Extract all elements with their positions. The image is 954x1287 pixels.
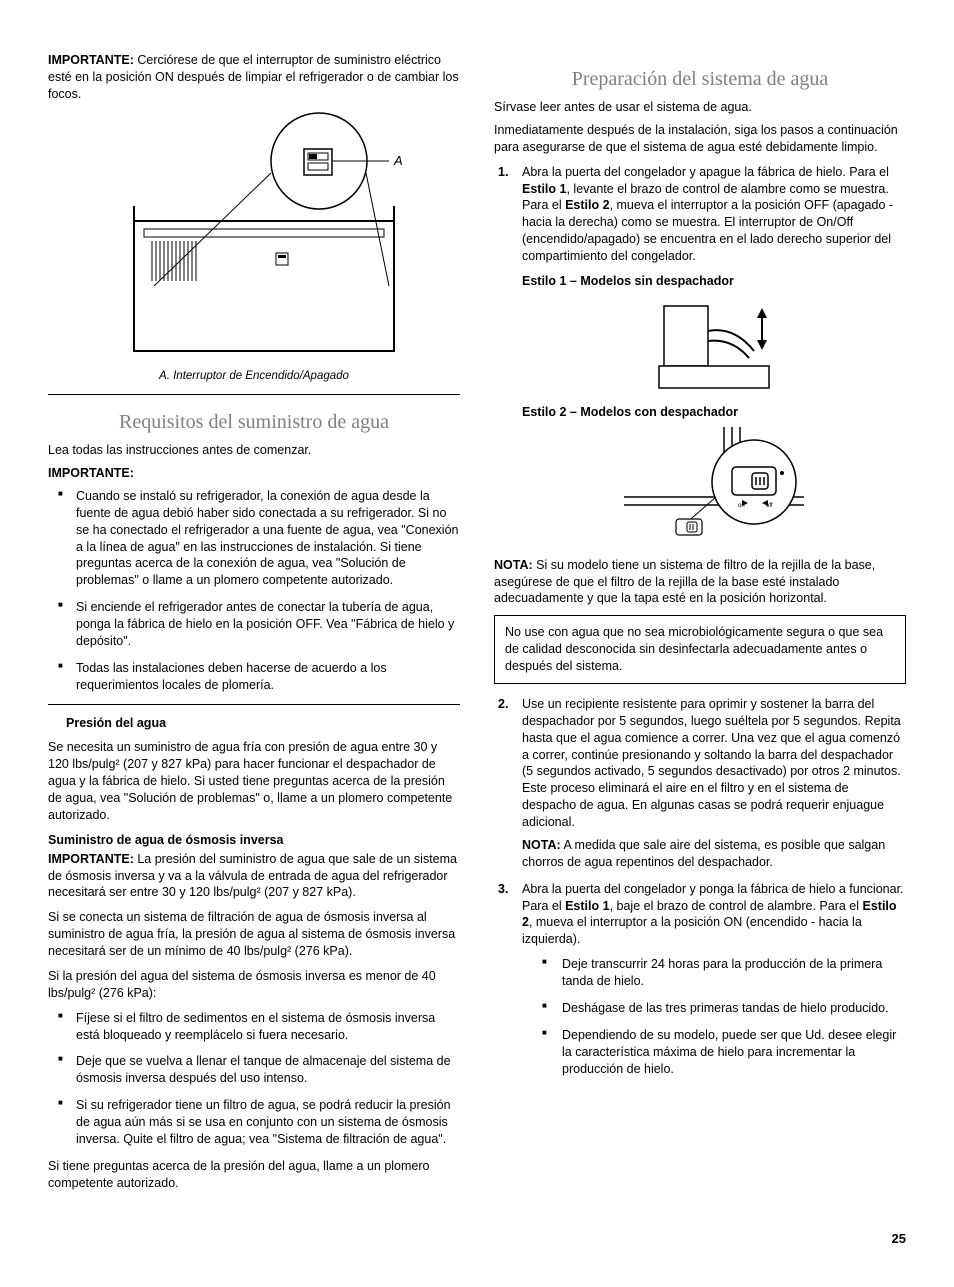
osmosis-p3: Si la presión del agua del sistema de ós… — [48, 968, 460, 1002]
step2-nota-text: A medida que sale aire del sistema, es p… — [522, 838, 885, 869]
figure-switch: A — [48, 111, 460, 361]
step1-estilo1: Estilo 1 — [522, 182, 566, 196]
figure-estilo2: on off — [522, 427, 906, 547]
estilo2-heading: Estilo 2 – Modelos con despachador — [522, 404, 906, 421]
heading-osmosis: Suministro de agua de ósmosis inversa — [48, 832, 460, 849]
bullet-list-1: Cuando se instaló su refrigerador, la co… — [48, 488, 460, 694]
importante-2: IMPORTANTE: — [48, 465, 460, 482]
lea-todas: Lea todas las instrucciones antes de com… — [48, 442, 460, 459]
osmosis-imp-label: IMPORTANTE: — [48, 852, 134, 866]
step1-a: Abra la puerta del congelador y apague l… — [522, 165, 889, 179]
figure-estilo1 — [522, 296, 906, 396]
step3-bullets: Deje transcurrir 24 horas para la produc… — [522, 956, 906, 1077]
bullet-item: Cuando se instaló su refrigerador, la co… — [48, 488, 460, 589]
importante-label: IMPORTANTE: — [48, 53, 134, 67]
heading-requisitos: Requisitos del suministro de agua — [48, 409, 460, 436]
step-1: 1. Abra la puerta del congelador y apagu… — [494, 164, 906, 547]
bullet-item: Si enciende el refrigerador antes de con… — [48, 599, 460, 650]
nota-filtro: NOTA: Si su modelo tiene un sistema de f… — [494, 557, 906, 608]
fig-label-a: A — [393, 153, 403, 168]
left-column: IMPORTANTE: Cerciórese de que el interru… — [48, 52, 460, 1200]
right-column: Preparación del sistema de agua Sírvase … — [494, 52, 906, 1200]
divider-2 — [48, 704, 460, 705]
bullet-item: Todas las instalaciones deben hacerse de… — [48, 660, 460, 694]
heading-presion: Presión del agua — [66, 715, 460, 732]
warning-text: No use con agua que no sea microbiológic… — [505, 625, 883, 673]
divider-1 — [48, 394, 460, 395]
presion-final: Si tiene preguntas acerca de la presión … — [48, 1158, 460, 1192]
bullet-item: Deje transcurrir 24 horas para la produc… — [522, 956, 906, 990]
step2-nota: NOTA: A medida que sale aire del sistema… — [522, 837, 906, 871]
nota-label: NOTA: — [494, 558, 533, 572]
step3-d: , mueva el interruptor a la posición ON … — [522, 915, 862, 946]
prep-p2: Inmediatamente después de la instalación… — [494, 122, 906, 156]
bullet-item: Deshágase de las tres primeras tandas de… — [522, 1000, 906, 1017]
step-3: 3. Abra la puerta del congelador y ponga… — [494, 881, 906, 1078]
step-2: 2. Use un recipiente resistente para opr… — [494, 696, 906, 871]
prep-p1: Sírvase leer antes de usar el sistema de… — [494, 99, 906, 116]
nota-text: Si su modelo tiene un sistema de filtro … — [494, 558, 875, 606]
bullet-item: Si su refrigerador tiene un filtro de ag… — [48, 1097, 460, 1148]
bullet-item: Fíjese si el filtro de sedimentos en el … — [48, 1010, 460, 1044]
heading-preparacion: Preparación del sistema de agua — [494, 66, 906, 93]
osmosis-p2: Si se conecta un sistema de filtración d… — [48, 909, 460, 960]
step3-c: , baje el brazo de control de alambre. P… — [610, 899, 863, 913]
bullet-list-2: Fíjese si el filtro de sedimentos en el … — [48, 1010, 460, 1148]
step1-estilo2: Estilo 2 — [565, 198, 609, 212]
estilo1-heading: Estilo 1 – Modelos sin despachador — [522, 273, 906, 290]
step2-text: Use un recipiente resistente para oprimi… — [522, 697, 901, 829]
step2-nota-label: NOTA: — [522, 838, 561, 852]
figure-caption: A. Interruptor de Encendido/Apagado — [48, 369, 460, 385]
warning-box: No use con agua que no sea microbiológic… — [494, 615, 906, 684]
numbered-list: 1. Abra la puerta del congelador y apagu… — [494, 164, 906, 547]
numbered-list-cont: 2. Use un recipiente resistente para opr… — [494, 696, 906, 1078]
step3-estilo1: Estilo 1 — [565, 899, 609, 913]
importante-top: IMPORTANTE: Cerciórese de que el interru… — [48, 52, 460, 103]
bullet-item: Dependiendo de su modelo, puede ser que … — [522, 1027, 906, 1078]
presion-p1: Se necesita un suministro de agua fría c… — [48, 739, 460, 823]
osmosis-importante: IMPORTANTE: La presión del suministro de… — [48, 851, 460, 902]
bullet-item: Deje que se vuelva a llenar el tanque de… — [48, 1053, 460, 1087]
page-number: 25 — [48, 1230, 906, 1248]
